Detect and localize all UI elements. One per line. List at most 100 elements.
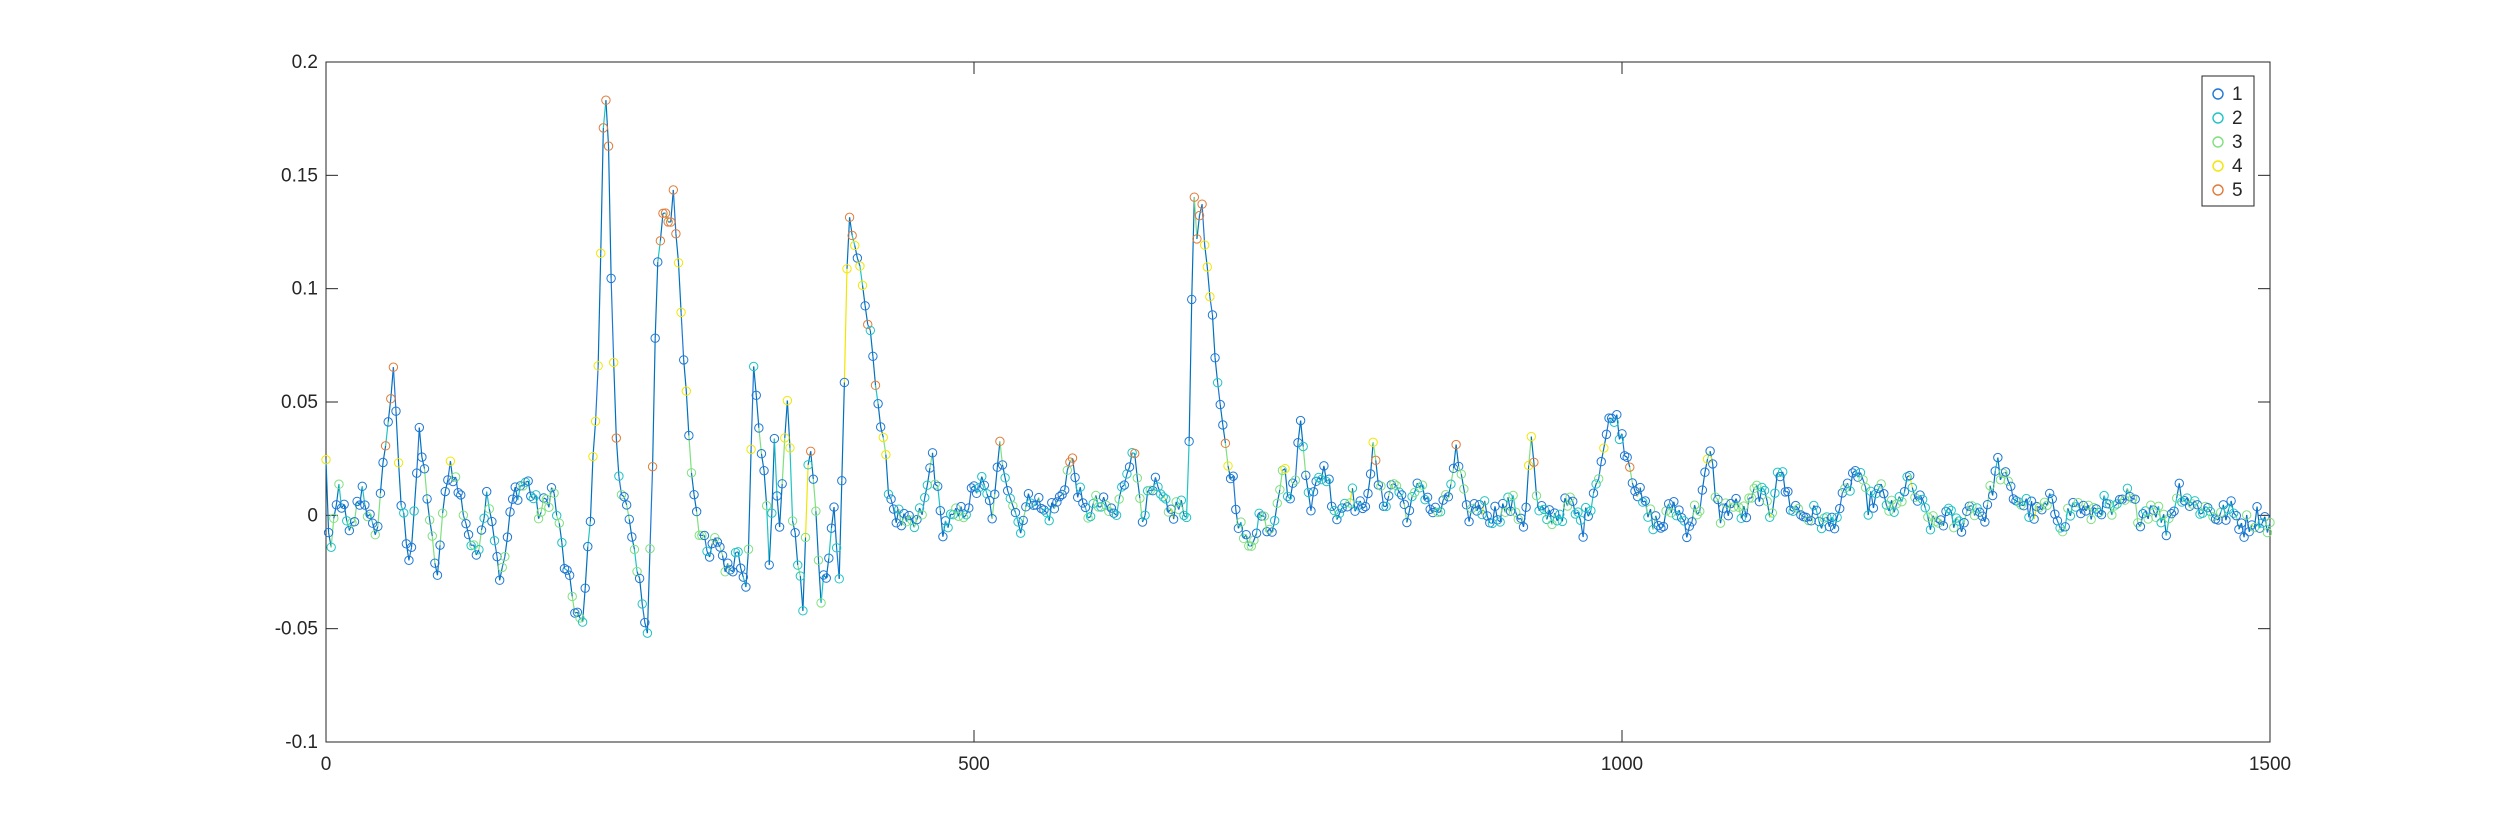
- series-line-segment: [807, 451, 812, 465]
- data-point-class-1: [1078, 498, 1088, 508]
- data-point-class-1: [1072, 492, 1083, 503]
- data-point-class-2: [1871, 488, 1881, 499]
- data-point-class-1: [971, 488, 982, 499]
- data-point-class-1: [453, 487, 463, 498]
- series-line-segment: [1621, 433, 1626, 456]
- series-line-segment: [1279, 470, 1284, 490]
- series-line-segment: [1439, 499, 1444, 512]
- series-line-segment: [1427, 497, 1431, 510]
- data-point-class-3: [1733, 502, 1744, 512]
- data-point-class-1: [2247, 520, 2257, 530]
- data-point-class-1: [1215, 399, 1225, 410]
- data-point-class-4: [878, 432, 888, 443]
- data-point-class-2: [1316, 474, 1327, 485]
- series-line-segment: [416, 427, 420, 474]
- data-point-class-2: [798, 606, 808, 616]
- series-line-segment: [1406, 510, 1411, 523]
- series-line-segment: [804, 464, 809, 538]
- data-point-class-1: [891, 518, 901, 528]
- series-line-segment: [2173, 498, 2178, 512]
- data-point-class-3: [1720, 498, 1731, 508]
- data-point-class-5: [1220, 438, 1231, 449]
- data-point-class-1: [1464, 516, 1474, 527]
- data-point-class-1: [707, 538, 717, 549]
- series-line-segment: [1598, 461, 1602, 479]
- series-line-segment: [1595, 478, 1600, 485]
- legend-label: 3: [2232, 132, 2243, 153]
- data-point-class-5: [806, 446, 816, 456]
- data-point-class-4: [1199, 240, 1210, 250]
- data-point-class-1: [476, 525, 487, 535]
- data-point-class-1: [2029, 514, 2039, 524]
- data-point-class-1: [875, 422, 886, 432]
- data-point-class-1: [572, 607, 583, 618]
- series-line-segment: [791, 520, 796, 533]
- data-point-class-3: [761, 501, 772, 511]
- series-line-segment: [1450, 468, 1455, 485]
- data-point-class-3: [629, 544, 640, 555]
- data-point-class-5: [663, 217, 673, 227]
- legend-marker: [2212, 88, 2224, 100]
- data-point-class-1: [1993, 452, 2003, 463]
- data-point-class-1: [728, 567, 738, 577]
- data-point-class-5: [666, 217, 676, 227]
- data-point-class-1: [2174, 478, 2184, 489]
- data-point-class-1: [1106, 503, 1117, 513]
- series-line-segment: [893, 508, 897, 523]
- series-line-segment: [2204, 505, 2209, 509]
- series-line-segment: [657, 240, 661, 263]
- series-line-segment: [1349, 488, 1354, 504]
- series-line-segment: [1123, 473, 1128, 486]
- data-point-class-2: [1894, 491, 1905, 502]
- data-point-class-1: [741, 582, 751, 592]
- data-point-class-2: [1788, 506, 1798, 516]
- data-point-class-1: [331, 500, 342, 510]
- data-point-class-1: [432, 570, 443, 580]
- series-line-segment: [1294, 442, 1299, 481]
- data-point-class-5: [863, 319, 873, 330]
- data-point-class-1: [1596, 456, 1606, 467]
- data-point-class-1: [2081, 506, 2091, 516]
- data-point-class-3: [1689, 500, 1700, 510]
- series-line-segment: [1771, 493, 1776, 513]
- data-point-class-1: [1241, 529, 1251, 540]
- series-line-segment: [1178, 500, 1182, 510]
- data-point-class-3: [958, 512, 969, 523]
- series-line-segment: [1738, 506, 1742, 519]
- series-line-segment: [328, 532, 332, 548]
- series-line-segment: [1590, 493, 1595, 511]
- data-point-class-3: [1236, 517, 1246, 527]
- y-tick-label: 0.1: [292, 279, 318, 300]
- data-point-class-2: [1085, 511, 1096, 522]
- series-line-segment: [471, 544, 474, 547]
- data-point-class-2: [1435, 507, 1446, 517]
- data-point-class-2: [883, 489, 894, 499]
- data-point-class-1: [764, 560, 774, 570]
- data-point-class-2: [1534, 506, 1544, 516]
- legend-box: [2201, 75, 2255, 207]
- series-line-segment: [2207, 507, 2211, 512]
- data-point-class-1: [777, 479, 787, 489]
- data-point-class-4: [676, 307, 686, 318]
- series-line-segment: [737, 551, 742, 569]
- data-point-class-3: [1949, 522, 1959, 533]
- series-line-segment: [636, 571, 641, 579]
- series-line-segment: [1204, 245, 1208, 268]
- series-line-segment: [1128, 452, 1133, 468]
- series-line-segment: [944, 520, 949, 528]
- data-point-class-1: [640, 617, 650, 628]
- series-line-segment: [1790, 509, 1794, 512]
- series-line-segment: [1955, 517, 1960, 522]
- series-line-segment: [493, 540, 498, 557]
- series-line-segment: [1126, 466, 1131, 475]
- data-point-class-1: [2226, 496, 2236, 506]
- data-point-class-2: [1863, 510, 1873, 520]
- series-line-segment: [986, 493, 991, 501]
- data-point-class-1: [2166, 509, 2177, 519]
- data-point-class-1: [1956, 527, 1967, 537]
- data-point-class-4: [681, 386, 691, 396]
- series-line-segment: [442, 491, 446, 514]
- series-line-segment: [1971, 505, 1976, 516]
- series-line-segment: [1354, 505, 1359, 512]
- data-point-class-1: [1057, 489, 1067, 500]
